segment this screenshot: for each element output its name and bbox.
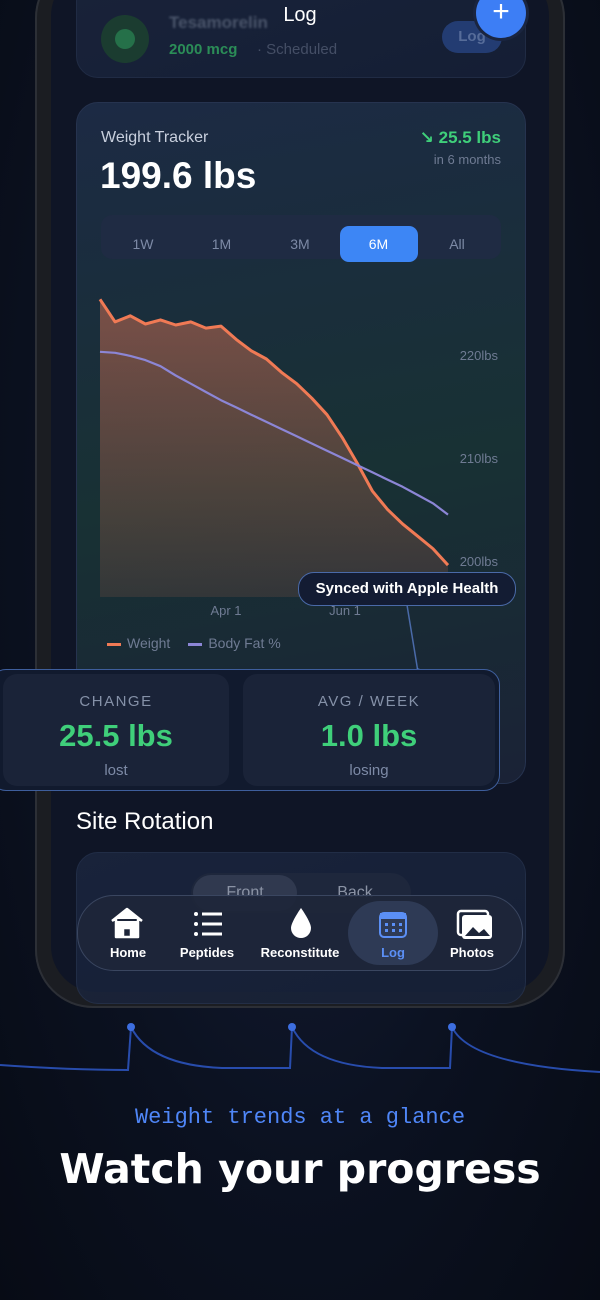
- stat-sub: losing: [349, 762, 389, 779]
- legend-item: Weight: [107, 635, 170, 651]
- tab-label[interactable]: Log: [381, 945, 405, 960]
- range-tab[interactable]: 1W: [132, 236, 154, 252]
- legend: Weight Body Fat %: [107, 635, 299, 651]
- stat-sub: lost: [104, 762, 128, 779]
- series-line: [98, 298, 450, 567]
- change-period: in 6 months: [433, 152, 501, 167]
- weight-area: [100, 299, 448, 597]
- tooltip: Synced with Apple Health: [298, 572, 516, 606]
- range-tab[interactable]: 1M: [211, 236, 232, 252]
- tab-label[interactable]: Peptides: [179, 945, 235, 960]
- current-weight: 199.6 lbs: [100, 155, 257, 196]
- tab-label[interactable]: Home: [109, 945, 147, 960]
- weight-change: ↘ 25.5 lbs: [420, 128, 501, 148]
- stat-label: AVG / WEEK: [317, 693, 421, 710]
- series-line: [99, 350, 449, 516]
- decor-line: [0, 1023, 600, 1073]
- weight-chart: 200lbs 210lbs 220lbs Apr 1 Jun 1: [98, 298, 499, 618]
- x-tick-label: Jun 1: [329, 603, 361, 618]
- stat-card: CHANGE 25.5 lbs lost: [3, 674, 229, 786]
- section-title: Site Rotation: [76, 808, 214, 835]
- y-tick-label: 220lbs: [460, 348, 499, 363]
- y-tick-label: 210lbs: [460, 451, 499, 466]
- dose-icon: [101, 15, 149, 63]
- stat-value: 1.0 lbs: [320, 718, 418, 753]
- legend-swatch: [188, 642, 203, 646]
- tab-label[interactable]: Reconstitute: [260, 945, 340, 960]
- x-tick-label: Apr 1: [210, 603, 241, 618]
- header-title: Log: [283, 4, 317, 26]
- legend-label: Weight: [127, 635, 171, 651]
- log-button[interactable]: Log: [442, 21, 502, 53]
- headline: Watch your progress: [59, 1145, 541, 1193]
- active-pill: [348, 901, 438, 965]
- stats-panel: CHANGE 25.5 lbs lost AVG / WEEK 1.0 lbs …: [0, 669, 500, 791]
- tracker-title: Weight Tracker: [101, 129, 209, 146]
- tab-label[interactable]: Photos: [449, 945, 495, 960]
- y-tick-label: 200lbs: [460, 554, 499, 569]
- legend-label: Body Fat %: [208, 635, 281, 651]
- range-tab[interactable]: 3M: [290, 236, 310, 252]
- down-arrow: ↘: [419, 128, 434, 147]
- stat-label: CHANGE: [79, 693, 153, 710]
- range-tab[interactable]: All: [449, 236, 465, 252]
- dose-card: Tesamorelin 2000 mcg · Scheduled Log: [76, 0, 526, 78]
- dose-status: · Scheduled: [257, 41, 338, 58]
- stat-value: 25.5 lbs: [59, 718, 173, 753]
- change-value: 25.5 lbs: [438, 128, 501, 147]
- dose-name: Tesamorelin: [169, 13, 268, 32]
- legend-swatch: [107, 642, 121, 646]
- stat-card: AVG / WEEK 1.0 lbs losing: [243, 674, 495, 786]
- tab-icons: [111, 907, 492, 939]
- range-selector: [101, 215, 501, 259]
- dose-amount: 2000 mcg: [169, 41, 238, 58]
- tagline: Weight trends at a glance: [134, 1105, 466, 1130]
- range-tab[interactable]: 6M: [339, 226, 418, 262]
- legend-item: Body Fat %: [188, 635, 281, 651]
